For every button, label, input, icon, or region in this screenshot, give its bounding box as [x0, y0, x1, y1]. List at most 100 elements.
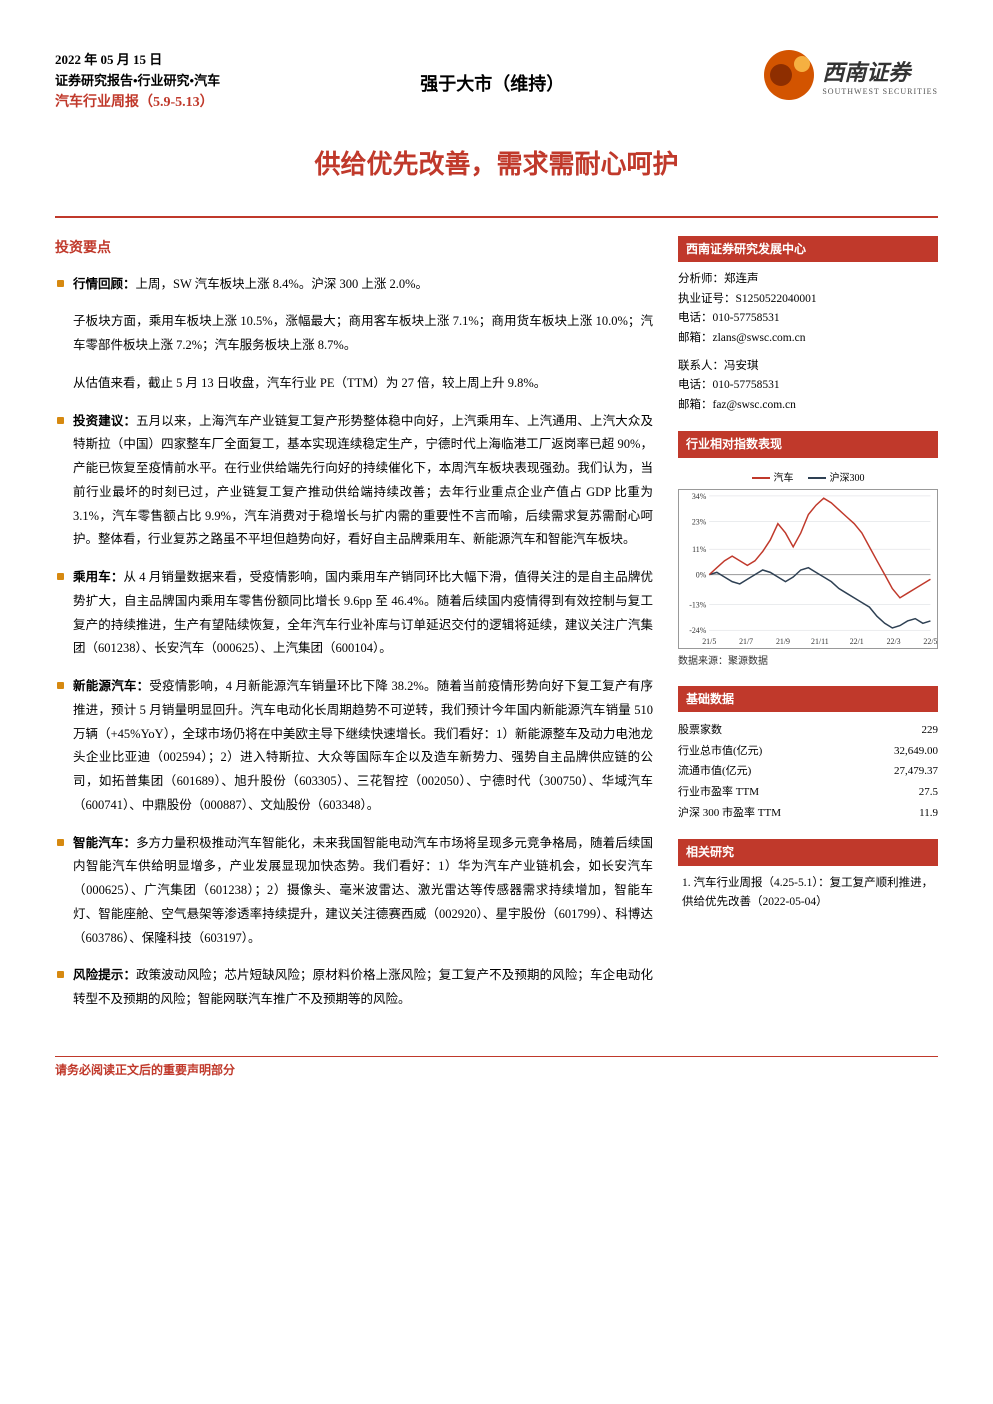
bullet-lead: 风险提示：: [73, 968, 136, 982]
svg-text:-24%: -24%: [689, 626, 707, 635]
report-category: 证券研究报告•行业研究•汽车: [55, 71, 220, 92]
header-right: 西南证券 SOUTHWEST SECURITIES: [764, 50, 938, 100]
contact-email-line: 邮箱：faz@swsc.com.cn: [678, 396, 938, 416]
chart-head: 行业相对指数表现: [678, 431, 938, 457]
research-center-block: 西南证券研究发展中心 分析师：郑连声 执业证号：S1250522040001 电…: [678, 236, 938, 415]
cert-line: 执业证号：S1250522040001: [678, 290, 938, 310]
bullet-text: 从 4 月销量数据来看，受疫情影响，国内乘用车产销同环比大幅下滑，值得关注的是自…: [73, 570, 653, 655]
logo-icon: [764, 50, 814, 100]
legend-auto-swatch: [752, 477, 770, 479]
chart-block: 行业相对指数表现 汽车 沪深300 34% 23% 11% 0% -13% -24% 21/…: [678, 431, 938, 669]
email-line: 邮箱：zlans@swsc.com.cn: [678, 329, 938, 349]
legend-hs300-label: 沪深300: [830, 470, 865, 487]
left-column: 投资要点 行情回顾：上周，SW 汽车板块上涨 8.4%。沪深 300 上涨 2.…: [55, 236, 653, 1026]
bullet-investment-advice: 投资建议：五月以来，上海汽车产业链复工复产形势整体稳中向好，上汽乘用车、上汽通用…: [55, 410, 653, 553]
value: 010-57758531: [713, 379, 780, 391]
svg-text:22/1: 22/1: [850, 637, 864, 646]
legend-auto-label: 汽车: [774, 470, 794, 487]
contact-phone-line: 电话：010-57758531: [678, 376, 938, 396]
legend-hs300: 沪深300: [808, 470, 865, 487]
bullet-text: 政策波动风险；芯片短缺风险；原材料价格上涨风险；复工复产不及预期的风险；车企电动…: [73, 968, 653, 1006]
table-row: 流通市值(亿元) 27,479.37: [678, 761, 938, 782]
table-row: 行业市盈率 TTM 27.5: [678, 782, 938, 803]
legend-auto: 汽车: [752, 470, 794, 487]
header: 2022 年 05 月 15 日 证券研究报告•行业研究•汽车 汽车行业周报（5…: [55, 50, 938, 114]
basic-data-block: 基础数据 股票家数 229 行业总市值(亿元) 32,649.00 流通市值(亿元) 27…: [678, 686, 938, 824]
para-valuation: 从估值来看，截止 5 月 13 日收盘，汽车行业 PE（TTM）为 27 倍，较…: [55, 372, 653, 396]
related-item: 1. 汽车行业周报（4.25-5.1）：复工复产顺利推进，供给优先改善（2022…: [678, 874, 938, 913]
invest-points-heading: 投资要点: [55, 236, 653, 263]
cell-value: 27.5: [919, 783, 938, 802]
value: zlans@swsc.com.cn: [713, 332, 806, 344]
basic-data-table: 股票家数 229 行业总市值(亿元) 32,649.00 流通市值(亿元) 27,479.…: [678, 720, 938, 823]
bullet-lead: 行情回顾：: [73, 277, 136, 291]
label: 邮箱：: [678, 332, 713, 344]
logo-text-block: 西南证券 SOUTHWEST SECURITIES: [822, 55, 938, 96]
relative-index-chart: 34%23%11%0%-13%-24%21/521/721/921/1122/1…: [678, 489, 938, 649]
label: 联系人：: [678, 360, 724, 372]
cell-key: 行业总市值(亿元): [678, 742, 762, 761]
cell-value: 32,649.00: [894, 742, 938, 761]
cell-key: 股票家数: [678, 721, 722, 740]
bullet-lead: 乘用车：: [73, 570, 123, 584]
related-research-block: 相关研究 1. 汽车行业周报（4.25-5.1）：复工复产顺利推进，供给优先改善…: [678, 839, 938, 912]
svg-text:34%: 34%: [692, 491, 707, 500]
phone-line: 电话：010-57758531: [678, 309, 938, 329]
bullet-nev: 新能源汽车：受疫情影响，4 月新能源汽车销量环比下降 38.2%。随着当前疫情形…: [55, 675, 653, 818]
rating: 强于大市（维持）: [220, 50, 764, 96]
bullet-text: 多方力量积极推动汽车智能化，未来我国智能电动汽车市场将呈现多元竞争格局，随着后续…: [73, 836, 653, 945]
cell-value: 229: [922, 721, 939, 740]
svg-text:23%: 23%: [692, 517, 707, 526]
label: 分析师：: [678, 273, 724, 285]
bullet-lead: 投资建议：: [73, 414, 136, 428]
analyst-line: 分析师：郑连声: [678, 270, 938, 290]
svg-text:-13%: -13%: [689, 600, 707, 609]
svg-text:21/11: 21/11: [811, 637, 829, 646]
footer-text: 请务必阅读正文后的重要声明部分: [55, 1061, 938, 1078]
bullet-smart-vehicle: 智能汽车：多方力量积极推动汽车智能化，未来我国智能电动汽车市场将呈现多元竞争格局…: [55, 832, 653, 951]
right-column: 西南证券研究发展中心 分析师：郑连声 执业证号：S1250522040001 电…: [678, 236, 938, 1026]
page: 2022 年 05 月 15 日 证券研究报告•行业研究•汽车 汽车行业周报（5…: [0, 0, 993, 1108]
label: 执业证号：: [678, 293, 736, 305]
svg-text:11%: 11%: [692, 545, 707, 554]
related-research-head: 相关研究: [678, 839, 938, 865]
svg-text:0%: 0%: [696, 570, 707, 579]
basic-data-head: 基础数据: [678, 686, 938, 712]
content-area: 投资要点 行情回顾：上周，SW 汽车板块上涨 8.4%。沪深 300 上涨 2.…: [55, 236, 938, 1026]
chart-legend: 汽车 沪深300: [678, 466, 938, 487]
footer: 请务必阅读正文后的重要声明部分: [55, 1056, 938, 1078]
table-row: 股票家数 229: [678, 720, 938, 741]
svg-text:21/7: 21/7: [739, 637, 753, 646]
contact-line: 联系人：冯安琪: [678, 357, 938, 377]
value: faz@swsc.com.cn: [713, 399, 796, 411]
cell-value: 27,479.37: [894, 762, 938, 781]
cell-key: 沪深 300 市盈率 TTM: [678, 804, 781, 823]
bullet-lead: 新能源汽车：: [73, 679, 149, 693]
value: 冯安琪: [724, 360, 759, 372]
divider-line: [55, 216, 938, 218]
value: 010-57758531: [713, 312, 780, 324]
bullet-text: 受疫情影响，4 月新能源汽车销量环比下降 38.2%。随着当前疫情形势向好下复工…: [73, 679, 653, 812]
svg-text:21/9: 21/9: [776, 637, 790, 646]
table-row: 行业总市值(亿元) 32,649.00: [678, 741, 938, 762]
cell-key: 行业市盈率 TTM: [678, 783, 759, 802]
label: 电话：: [678, 312, 713, 324]
bullet-passenger-vehicle: 乘用车：从 4 月销量数据来看，受疫情影响，国内乘用车产销同环比大幅下滑，值得关…: [55, 566, 653, 661]
footer-line: [55, 1056, 938, 1057]
logo-text-cn: 西南证券: [822, 55, 938, 87]
header-left: 2022 年 05 月 15 日 证券研究报告•行业研究•汽车 汽车行业周报（5…: [55, 50, 220, 114]
svg-text:22/3: 22/3: [887, 637, 901, 646]
bullet-market-review: 行情回顾：上周，SW 汽车板块上涨 8.4%。沪深 300 上涨 2.0%。: [55, 273, 653, 297]
report-date: 2022 年 05 月 15 日: [55, 50, 220, 71]
bullet-text: 五月以来，上海汽车产业链复工复产形势整体稳中向好，上汽乘用车、上汽通用、上汽大众…: [73, 414, 653, 547]
main-title: 供给优先改善，需求需耐心呵护: [55, 144, 938, 181]
research-center-head: 西南证券研究发展中心: [678, 236, 938, 262]
label: 邮箱：: [678, 399, 713, 411]
para-sub-sector: 子板块方面，乘用车板块上涨 10.5%，涨幅最大；商用客车板块上涨 7.1%；商…: [55, 310, 653, 358]
value: S1250522040001: [736, 293, 817, 305]
legend-hs300-swatch: [808, 477, 826, 479]
value: 郑连声: [724, 273, 759, 285]
svg-text:22/5: 22/5: [923, 637, 937, 646]
cell-key: 流通市值(亿元): [678, 762, 751, 781]
cell-value: 11.9: [919, 804, 938, 823]
